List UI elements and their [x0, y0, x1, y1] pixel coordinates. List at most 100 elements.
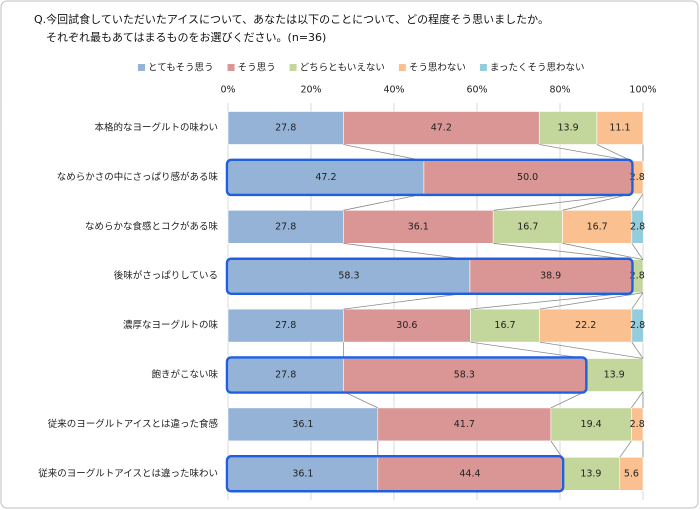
bar-segment — [619, 456, 644, 491]
y-tick-label: なめらかさの中にさっぱり感がある味 — [57, 171, 219, 183]
connector-line — [539, 341, 644, 359]
connector-line — [539, 292, 644, 310]
bar-segment — [469, 259, 632, 294]
data-label: 2.8 — [630, 320, 645, 331]
bar-segment — [227, 407, 379, 442]
bar-segment — [538, 111, 598, 145]
connector-line — [619, 440, 632, 458]
data-label: 27.8 — [275, 370, 296, 381]
connector-line — [493, 193, 632, 211]
x-tick-label: 80% — [549, 85, 570, 96]
data-label: 58.3 — [338, 271, 359, 282]
bar-segment — [343, 358, 586, 392]
data-label: 2.8 — [630, 172, 645, 183]
connector-line — [470, 292, 632, 310]
x-tick-label: 60% — [466, 85, 487, 96]
legend-swatch — [289, 64, 297, 71]
bar-segment — [377, 456, 563, 491]
bar-segment — [561, 456, 621, 491]
data-label: 13.9 — [558, 123, 579, 134]
bar-segment — [585, 358, 644, 392]
connector-line — [631, 341, 644, 359]
data-label: 47.2 — [315, 172, 336, 183]
data-label: 58.3 — [454, 370, 475, 381]
bar-segment — [470, 308, 540, 343]
connector-line — [343, 292, 470, 310]
highlight-box — [225, 455, 565, 493]
bar-segment — [539, 308, 633, 343]
highlight-box — [225, 356, 588, 394]
x-tick-label: 40% — [383, 85, 404, 96]
bar-segment — [550, 407, 632, 442]
chart-title: Q.今回試食していただいたアイスについて、あなたは以下のことについて、どの程度そ… — [34, 12, 549, 26]
data-label: 30.6 — [396, 320, 417, 331]
connector-line — [631, 391, 644, 409]
bar-segment — [492, 210, 563, 244]
data-label: 36.1 — [292, 468, 313, 479]
connector-line — [470, 341, 586, 359]
connector-line — [550, 440, 563, 458]
data-label: 36.1 — [292, 419, 313, 430]
connector-line — [596, 144, 632, 162]
data-label: 11.1 — [609, 123, 630, 134]
legend-label: まったくそう思わない — [490, 63, 585, 74]
data-label: 16.7 — [587, 221, 608, 232]
bar-segment — [227, 456, 379, 491]
data-label: 2.8 — [630, 419, 645, 430]
highlight-box — [225, 158, 634, 197]
connector-line — [550, 391, 586, 409]
connector-line — [539, 144, 632, 162]
connector-line — [631, 193, 644, 211]
connector-line — [343, 242, 470, 261]
data-label: 13.9 — [604, 370, 625, 381]
data-label: 2.8 — [630, 271, 645, 282]
legend-label: そう思う — [238, 63, 276, 74]
y-tick-label: 従来のヨーグルトアイスとは違った食感 — [48, 418, 219, 430]
bar-segment — [631, 210, 644, 244]
y-tick-label: 後味がさっぱりしている — [114, 270, 218, 282]
data-label: 5.6 — [624, 468, 639, 479]
connector-line — [631, 292, 644, 310]
connector-line — [343, 144, 424, 162]
y-tick-label: 飽きがこない味 — [151, 369, 218, 381]
connector-line — [562, 242, 644, 261]
legend-label: そう思わない — [409, 63, 466, 74]
connector-line — [493, 242, 632, 261]
y-tick-label: 本格的なヨーグルトの味わい — [94, 122, 218, 134]
x-tick-label: 0% — [220, 85, 235, 96]
legend-label: どちらともいえない — [300, 63, 385, 74]
data-label: 38.9 — [540, 271, 561, 282]
bar-segment — [631, 407, 644, 442]
data-label: 19.4 — [581, 419, 602, 430]
y-tick-label: 従来のヨーグルトアイスとは違った味わい — [38, 467, 218, 479]
y-tick-label: なめらかな食感とコクがある味 — [85, 220, 219, 232]
legend-label: とてもそう思う — [148, 63, 214, 74]
bar-segment — [423, 160, 632, 195]
bar-segment — [562, 210, 633, 244]
data-label: 27.8 — [275, 320, 296, 331]
connector-line — [343, 391, 378, 409]
connector-line — [343, 193, 424, 211]
connector-line — [562, 193, 632, 211]
data-label: 16.7 — [494, 320, 515, 331]
bar-segment — [596, 111, 644, 145]
legend-swatch — [398, 64, 406, 71]
bar-segment — [227, 210, 344, 244]
data-label: 44.4 — [459, 468, 480, 479]
data-label: 13.9 — [580, 468, 601, 479]
chart-subtitle: それぞれ最もあてはまるものをお選びください。(n=36) — [46, 31, 326, 44]
data-label: 22.2 — [575, 320, 596, 331]
legend-swatch — [138, 64, 145, 71]
data-label: 2.8 — [630, 221, 645, 232]
bar-segment — [377, 407, 552, 442]
x-tick-label: 20% — [300, 85, 321, 96]
data-label: 16.7 — [517, 221, 538, 232]
data-label: 47.2 — [431, 123, 452, 134]
highlight-box — [225, 257, 634, 295]
bar-segment — [343, 111, 540, 145]
data-label: 36.1 — [408, 221, 429, 232]
legend-swatch — [479, 64, 487, 71]
connector-line — [631, 243, 644, 260]
data-label: 27.8 — [275, 221, 296, 232]
